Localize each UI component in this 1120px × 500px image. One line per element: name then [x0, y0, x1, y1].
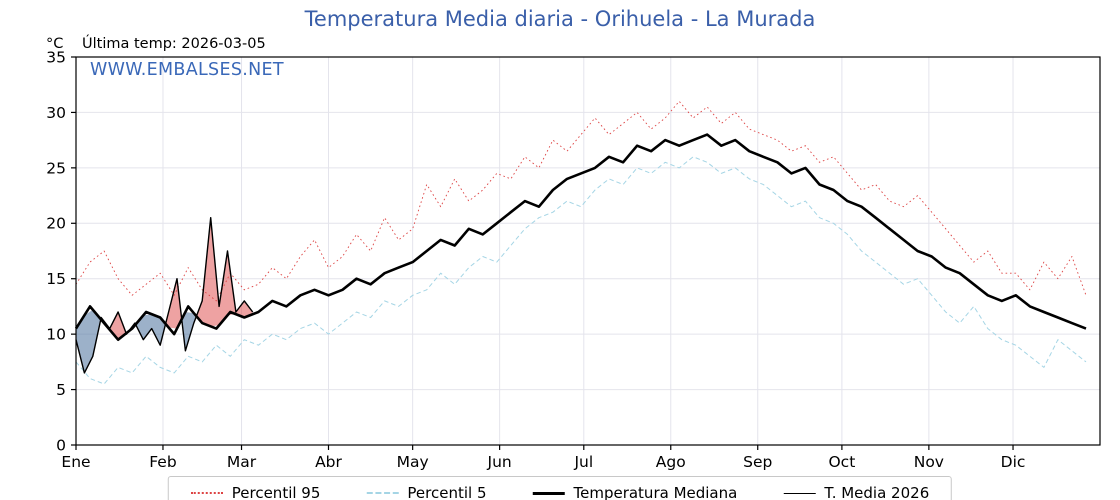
- y-tick-label: 0: [56, 436, 66, 454]
- series-lines: [74, 100, 1087, 385]
- grid-lines: [76, 57, 1100, 445]
- plot-frame: [75, 56, 1101, 446]
- series-line-p5: [75, 156, 1087, 385]
- series-line-median: [74, 133, 1087, 342]
- legend-label-media-2026: T. Media 2026: [824, 484, 930, 500]
- x-tick-label-month: Oct: [828, 453, 855, 471]
- y-axis-unit-label: °C: [46, 36, 64, 52]
- anomaly-fills: [76, 217, 253, 373]
- chart-title: Temperatura Media diaria - Orihuela - La…: [304, 7, 816, 31]
- legend-label-percentil-95: Percentil 95: [231, 484, 321, 500]
- y-tick-label: 35: [46, 48, 66, 66]
- x-tick-label-month: May: [397, 453, 429, 471]
- mediana-line-sample: [532, 491, 565, 495]
- axes: 0 5 10 15 20 25 30 35 Ene Feb Mar Abr May Jun Jul Ago Se…: [46, 48, 1101, 471]
- x-tick-label-month: Dic: [1001, 453, 1026, 471]
- fill-above-median: [76, 217, 253, 340]
- last-temp-label: Última temp: 2026-03-05: [82, 36, 266, 52]
- x-tick-label-month: Jul: [573, 453, 593, 471]
- x-tick-label-month: Mar: [227, 453, 257, 471]
- y-tick-label: 5: [56, 381, 66, 399]
- x-tick-label-month: Nov: [914, 453, 944, 471]
- y-tick-label: 30: [46, 104, 66, 122]
- percentil-95-line-sample: [190, 492, 223, 494]
- legend-label-percentil-5: Percentil 5: [407, 484, 487, 500]
- x-tick-label-month: Feb: [149, 453, 176, 471]
- x-tick-label-month: Ago: [656, 453, 686, 471]
- y-tick-label: 10: [46, 326, 66, 344]
- y-tick-label: 25: [46, 159, 66, 177]
- series-line-p95: [75, 100, 1087, 302]
- legend-label-mediana: Temperatura Mediana: [573, 484, 738, 500]
- x-tick-label-month: Ene: [61, 453, 90, 471]
- series-line-current: [75, 216, 254, 374]
- legend-item-percentil-95: Percentil 95: [190, 484, 321, 500]
- x-tick-label-month: Sep: [743, 453, 772, 471]
- chart-legend: Percentil 95 Percentil 5 Temperatura Med…: [167, 476, 953, 500]
- y-tick-label: 20: [46, 215, 66, 233]
- percentil-5-line-sample: [366, 492, 399, 494]
- legend-item-percentil-5: Percentil 5: [366, 484, 486, 500]
- media-2026-line-sample: [783, 492, 816, 494]
- x-tick-label-month: Abr: [315, 453, 342, 471]
- watermark-text: WWW.EMBALSES.NET: [90, 60, 284, 80]
- y-tick-label: 15: [46, 270, 66, 288]
- x-tick-label-month: Jun: [487, 453, 512, 471]
- legend-item-mediana: Temperatura Mediana: [532, 484, 737, 500]
- legend-item-media-2026: T. Media 2026: [783, 484, 929, 500]
